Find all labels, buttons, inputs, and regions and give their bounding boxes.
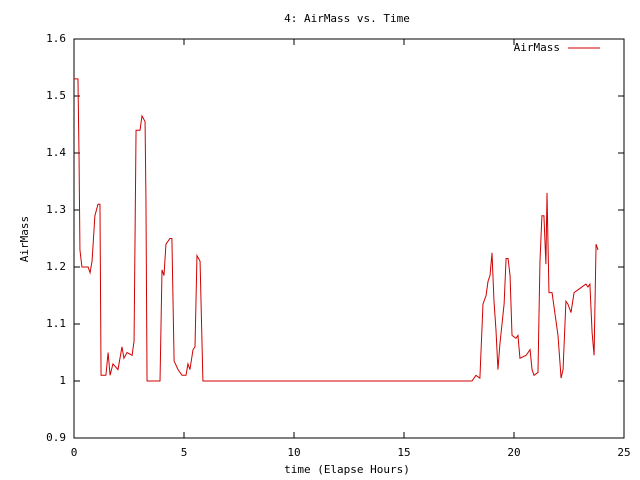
y-tick-label: 1.1 <box>46 317 66 330</box>
y-tick-label: 1.2 <box>46 260 66 273</box>
y-axis-label: AirMass <box>18 216 31 262</box>
legend-label: AirMass <box>514 41 560 54</box>
y-tick-label: 1 <box>59 374 66 387</box>
y-tick-label: 0.9 <box>46 431 66 444</box>
chart-title: 4: AirMass vs. Time <box>284 12 410 25</box>
x-tick-label: 15 <box>397 446 410 459</box>
y-tick-label: 1.5 <box>46 89 66 102</box>
y-tick-label: 1.3 <box>46 203 66 216</box>
x-tick-label: 5 <box>181 446 188 459</box>
y-tick-label: 1.4 <box>46 146 66 159</box>
x-tick-label: 25 <box>617 446 630 459</box>
x-tick-label: 0 <box>71 446 78 459</box>
plot-border <box>73 38 625 439</box>
x-tick-label: 10 <box>287 446 300 459</box>
y-tick-label: 1.6 <box>46 32 66 45</box>
data-line <box>74 78 599 382</box>
x-axis-label: time (Elapse Hours) <box>284 463 410 476</box>
x-tick-label: 20 <box>507 446 520 459</box>
